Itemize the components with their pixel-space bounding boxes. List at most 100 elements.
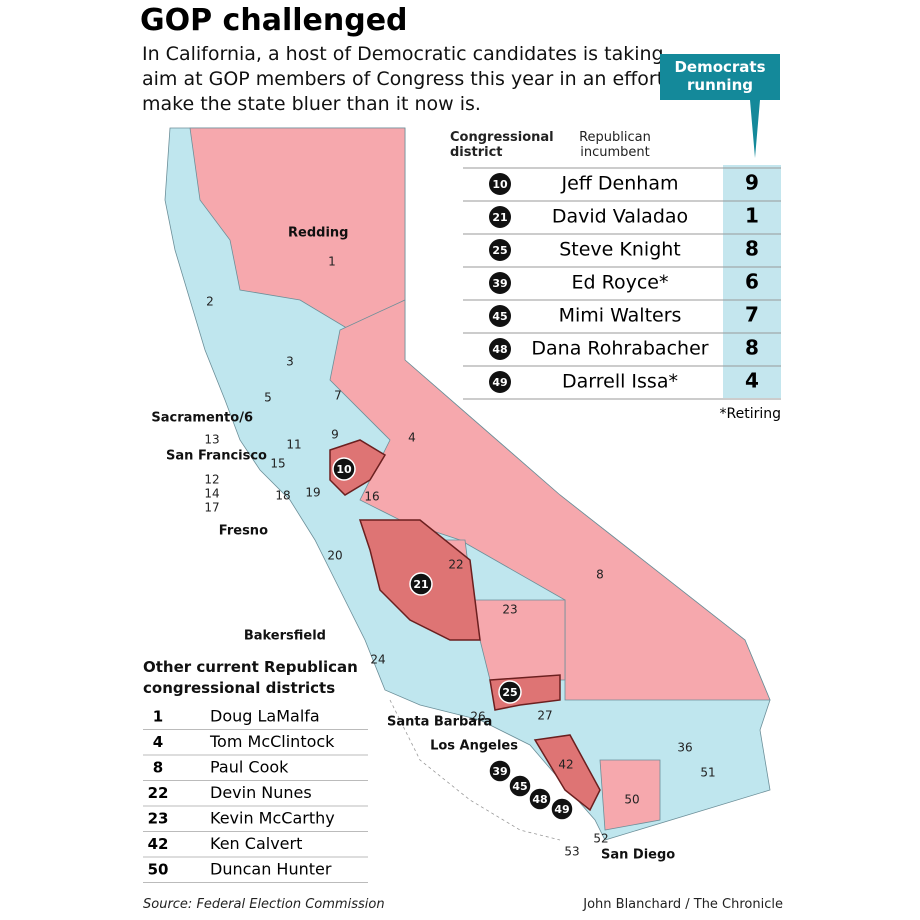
note: *Retiring bbox=[720, 406, 782, 422]
district-badge bbox=[489, 338, 511, 360]
district-badge bbox=[489, 206, 511, 228]
city-labels: Redding Sacramento/6 San Francisco Fresno Ba… bbox=[151, 226, 675, 863]
district-label: 8 bbox=[596, 568, 604, 582]
district-label: 14 bbox=[204, 487, 219, 501]
district-label: 12 bbox=[204, 473, 219, 487]
district-label: 23 bbox=[502, 603, 517, 617]
district-label: 52 bbox=[593, 832, 608, 846]
district-label: 22 bbox=[448, 558, 463, 572]
column-header: Congressional district bbox=[450, 130, 554, 160]
democrats-header-box bbox=[660, 54, 780, 158]
other-member: Tom McClintock bbox=[209, 732, 335, 751]
district-10 bbox=[329, 439, 387, 496]
district-label: 15 bbox=[270, 457, 285, 471]
democrats-column bbox=[723, 165, 781, 398]
democrats-count: 8 bbox=[745, 237, 759, 261]
district-42-50 bbox=[599, 759, 661, 831]
district-marker bbox=[528, 787, 552, 811]
district-label: 4 bbox=[408, 431, 416, 445]
intro: In California, a host of Democratic cand… bbox=[142, 43, 690, 115]
district-label: 18 bbox=[275, 489, 290, 503]
district-marker-label: 48 bbox=[532, 793, 547, 806]
incumbent: Darrell Issa* bbox=[562, 371, 678, 393]
district-label: 53 bbox=[564, 845, 579, 859]
incumbent: Jeff Denham bbox=[561, 173, 679, 195]
other-district: 50 bbox=[148, 861, 169, 879]
city-label: Redding bbox=[288, 226, 348, 241]
district-badge bbox=[489, 371, 511, 393]
district-marker-label: 39 bbox=[492, 765, 507, 778]
district-number: 21 bbox=[492, 211, 507, 224]
district-label: 9 bbox=[331, 428, 339, 442]
city-label: San Diego bbox=[601, 848, 675, 863]
other-member: Ken Calvert bbox=[210, 834, 302, 853]
source: Source: Federal Election Commission bbox=[143, 897, 385, 912]
district-1 bbox=[189, 127, 406, 331]
other-member: Kevin McCarthy bbox=[210, 809, 335, 828]
district-label: 50 bbox=[624, 793, 639, 807]
column-header-text: Republican incumbent bbox=[579, 130, 651, 160]
district-label: 16 bbox=[364, 490, 379, 504]
district-marker bbox=[550, 797, 574, 821]
title: GOP challenged bbox=[140, 3, 408, 38]
other-district: 42 bbox=[148, 835, 169, 853]
district-label: 17 bbox=[204, 501, 219, 515]
incumbent: Ed Royce* bbox=[572, 272, 669, 294]
column-header: Republican incumbent bbox=[579, 130, 651, 160]
district-label: 7 bbox=[334, 389, 342, 403]
other-district: 22 bbox=[148, 784, 169, 802]
city-label: Sacramento/6 bbox=[151, 411, 253, 426]
district-number: 10 bbox=[492, 178, 508, 191]
district-label: 42 bbox=[558, 758, 573, 772]
other-member: Paul Cook bbox=[210, 758, 289, 777]
democrats-header: Democrats running bbox=[674, 58, 766, 94]
other-district: 4 bbox=[153, 733, 163, 751]
islands bbox=[389, 699, 561, 841]
district-marker bbox=[488, 759, 512, 783]
city-label: Bakersfield bbox=[244, 629, 326, 644]
district-marker-label: 49 bbox=[554, 803, 569, 816]
district-marker-label: 10 bbox=[336, 463, 352, 476]
district-marker bbox=[508, 774, 532, 798]
democrats-count: 8 bbox=[745, 336, 759, 360]
district-badge bbox=[489, 272, 511, 294]
city-label: Fresno bbox=[219, 524, 268, 539]
district-label: 24 bbox=[370, 653, 385, 667]
district-label: 3 bbox=[286, 355, 294, 369]
other-member: Doug LaMalfa bbox=[210, 707, 320, 726]
district-marker-label: 21 bbox=[413, 578, 428, 591]
district-marker-label: 45 bbox=[512, 780, 527, 793]
district-label: 26 bbox=[470, 710, 485, 724]
district-badge bbox=[489, 239, 511, 261]
district-label: 2 bbox=[206, 295, 214, 309]
incumbent: David Valadao bbox=[552, 206, 688, 228]
district-label: 5 bbox=[264, 391, 272, 405]
districts-39-49 bbox=[533, 734, 601, 812]
incumbent: Dana Rohrabacher bbox=[531, 338, 708, 360]
other-district: 1 bbox=[153, 708, 163, 726]
other-district: 23 bbox=[148, 810, 169, 828]
democrats-count: 9 bbox=[745, 171, 759, 195]
city-label: Los Angeles bbox=[430, 739, 518, 754]
district-label: 36 bbox=[677, 741, 692, 755]
other-district: 8 bbox=[153, 759, 163, 777]
district-label: 27 bbox=[537, 709, 552, 723]
other-table: Other current Republican congressional d… bbox=[143, 658, 368, 883]
district-number: 45 bbox=[492, 310, 507, 323]
incumbent: Steve Knight bbox=[559, 239, 681, 261]
other-member: Duncan Hunter bbox=[210, 860, 332, 879]
democrats-count: 1 bbox=[745, 204, 759, 228]
district-badge bbox=[489, 173, 511, 195]
democrats-header-text: Democrats running bbox=[674, 58, 766, 94]
incumbent: Mimi Walters bbox=[559, 305, 682, 327]
district-marker-label: 25 bbox=[502, 686, 517, 699]
district-marker bbox=[409, 572, 433, 596]
district-number: 48 bbox=[492, 343, 507, 356]
district-label: 19 bbox=[305, 486, 320, 500]
district-label: 11 bbox=[286, 438, 301, 452]
democrats-count: 7 bbox=[745, 303, 759, 327]
democrats-count: 6 bbox=[745, 270, 759, 294]
